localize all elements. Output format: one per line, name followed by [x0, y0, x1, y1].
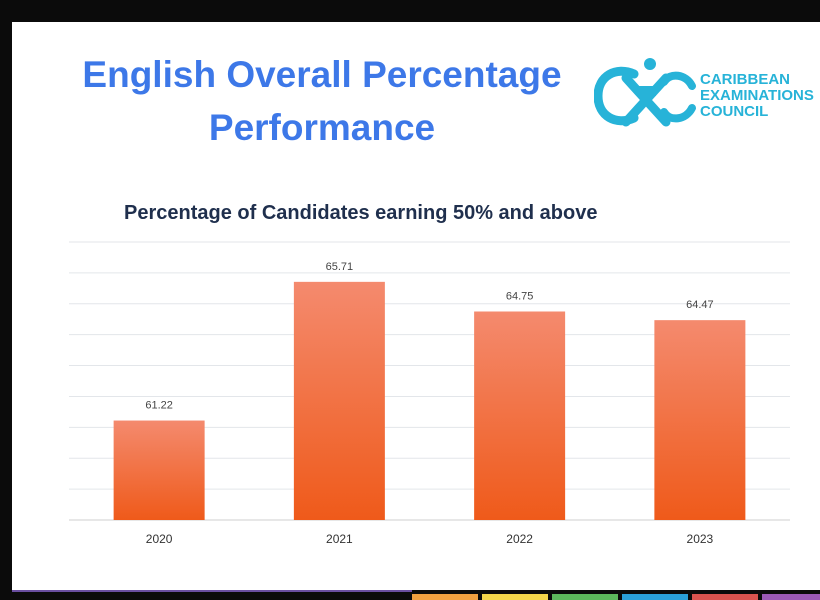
bar-chart: 61.22 65.71 64.75 64.47 2020 2021 2022 2023 [69, 241, 790, 546]
slide-title: English Overall Percentage Performance [52, 48, 592, 154]
cxc-logo: CARIBBEAN EXAMINATIONS COUNCIL [594, 56, 820, 136]
data-label-2022: 64.75 [506, 291, 534, 303]
cxc-logo-icon [594, 58, 696, 127]
bar-2020 [113, 420, 205, 520]
bar-2022 [474, 311, 566, 520]
footer-color-segment [762, 594, 820, 600]
slide-title-line2: Performance [208, 107, 436, 148]
data-label-2020: 61.22 [145, 400, 173, 412]
slide-title-line1: English Overall Percentage [82, 54, 562, 95]
footer-color-segment [412, 594, 478, 600]
bars [113, 281, 746, 520]
data-label-2021: 65.71 [326, 261, 354, 273]
logo-text: CARIBBEAN EXAMINATIONS COUNCIL [700, 72, 814, 120]
data-labels: 61.22 65.71 64.75 64.47 [145, 261, 713, 412]
footer-color-segment [692, 594, 758, 600]
bar-2023 [654, 320, 746, 520]
footer-color-segment [482, 594, 548, 600]
logo-line-3: COUNCIL [700, 103, 769, 120]
logo-line-2: EXAMINATIONS [700, 87, 814, 104]
x-tick-2023: 2023 [687, 532, 714, 546]
logo-line-1: CARIBBEAN [700, 71, 790, 88]
x-tick-2022: 2022 [506, 532, 533, 546]
footer-strip [0, 590, 820, 600]
x-tick-labels: 2020 2021 2022 2023 [146, 532, 714, 546]
x-tick-2020: 2020 [146, 532, 173, 546]
footer-color-segment [622, 594, 688, 600]
slide: English Overall Percentage Performance C… [12, 22, 820, 590]
footer-line [12, 590, 412, 592]
bar-2021 [293, 281, 385, 520]
footer-color-segment [552, 594, 618, 600]
x-tick-2021: 2021 [326, 532, 353, 546]
data-label-2023: 64.47 [686, 299, 714, 311]
chart-title: Percentage of Candidates earning 50% and… [124, 202, 598, 224]
